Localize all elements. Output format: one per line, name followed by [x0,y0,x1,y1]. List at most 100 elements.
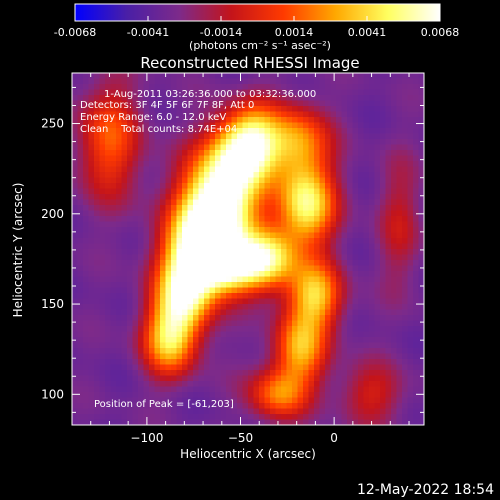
heatmap-cell [160,111,167,118]
heatmap-cell [292,216,299,223]
heatmap-cell [83,155,90,162]
heatmap-cell [374,282,381,289]
heatmap-cell [121,95,128,102]
heatmap-cell [270,293,277,300]
heatmap-cell [374,73,381,80]
heatmap-cell [110,89,117,96]
heatmap-cell [165,194,172,201]
heatmap-cell [127,359,134,366]
heatmap-cell [418,106,424,113]
heatmap-cell [94,381,101,388]
heatmap-cell [165,106,172,113]
heatmap-cell [160,381,167,388]
heatmap-cell [116,320,123,327]
heatmap-cell [319,188,326,195]
heatmap-cell [270,419,277,425]
heatmap-cell [171,375,178,382]
heatmap-cell [341,397,348,404]
heatmap-cell [391,144,398,151]
heatmap-cell [369,84,376,91]
heatmap-cell [127,155,134,162]
heatmap-cell [297,194,304,201]
heatmap-cell [77,150,84,157]
heatmap-cell [209,128,216,135]
heatmap-cell [242,414,249,421]
heatmap-cell [314,348,321,355]
heatmap-cell [413,260,420,267]
heatmap-cell [330,188,337,195]
heatmap-cell [374,381,381,388]
heatmap-cell [231,254,238,261]
heatmap-cell [94,150,101,157]
heatmap-cell [319,232,326,239]
heatmap-cell [176,293,183,300]
heatmap-cell [160,221,167,228]
heatmap-cell [182,89,189,96]
heatmap-cell [88,155,95,162]
heatmap-cell [242,359,249,366]
heatmap-cell [165,144,172,151]
heatmap-cell [270,397,277,404]
heatmap-cell [198,282,205,289]
heatmap-cell [176,353,183,360]
heatmap-cell [231,155,238,162]
heatmap-cell [237,128,244,135]
heatmap-cell [402,128,409,135]
heatmap-cell [396,221,403,228]
heatmap-cell [105,353,112,360]
heatmap-cell [352,150,359,157]
heatmap-cell [116,397,123,404]
heatmap-cell [385,133,392,140]
heatmap-cell [171,304,178,311]
heatmap-cell [303,287,310,294]
heatmap-cell [105,381,112,388]
heatmap-cell [204,166,211,173]
heatmap-cell [176,309,183,316]
heatmap-cell [358,265,365,272]
heatmap-cell [121,370,128,377]
heatmap-cell [143,337,150,344]
heatmap-cell [413,397,420,404]
heatmap-cell [88,414,95,421]
heatmap-cell [259,315,266,322]
heatmap-cell [413,122,420,129]
heatmap-cell [396,414,403,421]
heatmap-cell [374,216,381,223]
heatmap-cell [308,337,315,344]
heatmap-cell [303,331,310,338]
heatmap-cell [292,326,299,333]
heatmap-cell [231,397,238,404]
heatmap-cell [99,315,106,322]
heatmap-cell [374,150,381,157]
heatmap-cell [259,155,266,162]
heatmap-cell [154,161,161,168]
heatmap-cell [149,73,156,80]
heatmap-cell [127,78,134,85]
heatmap-cell [132,403,139,410]
heatmap-cell [160,106,167,113]
heatmap-cell [99,172,106,179]
heatmap-cell [275,337,282,344]
heatmap-cell [237,139,244,146]
heatmap-cell [143,320,150,327]
heatmap-cell [77,359,84,366]
heatmap-cell [413,249,420,256]
heatmap-cell [407,221,414,228]
heatmap-cell [132,326,139,333]
heatmap-cell [341,177,348,184]
heatmap-cell [341,342,348,349]
heatmap-cell [132,139,139,146]
heatmap-cell [220,315,227,322]
heatmap-cell [198,144,205,151]
heatmap-cell [391,216,398,223]
heatmap-cell [391,133,398,140]
heatmap-cell [314,144,321,151]
heatmap-cell [418,227,424,234]
heatmap-cell [347,298,354,305]
heatmap-cell [253,111,260,118]
heatmap-cell [187,282,194,289]
heatmap-cell [418,133,424,140]
heatmap-cell [385,309,392,316]
heatmap-cell [413,199,420,206]
heatmap-cell [237,265,244,272]
